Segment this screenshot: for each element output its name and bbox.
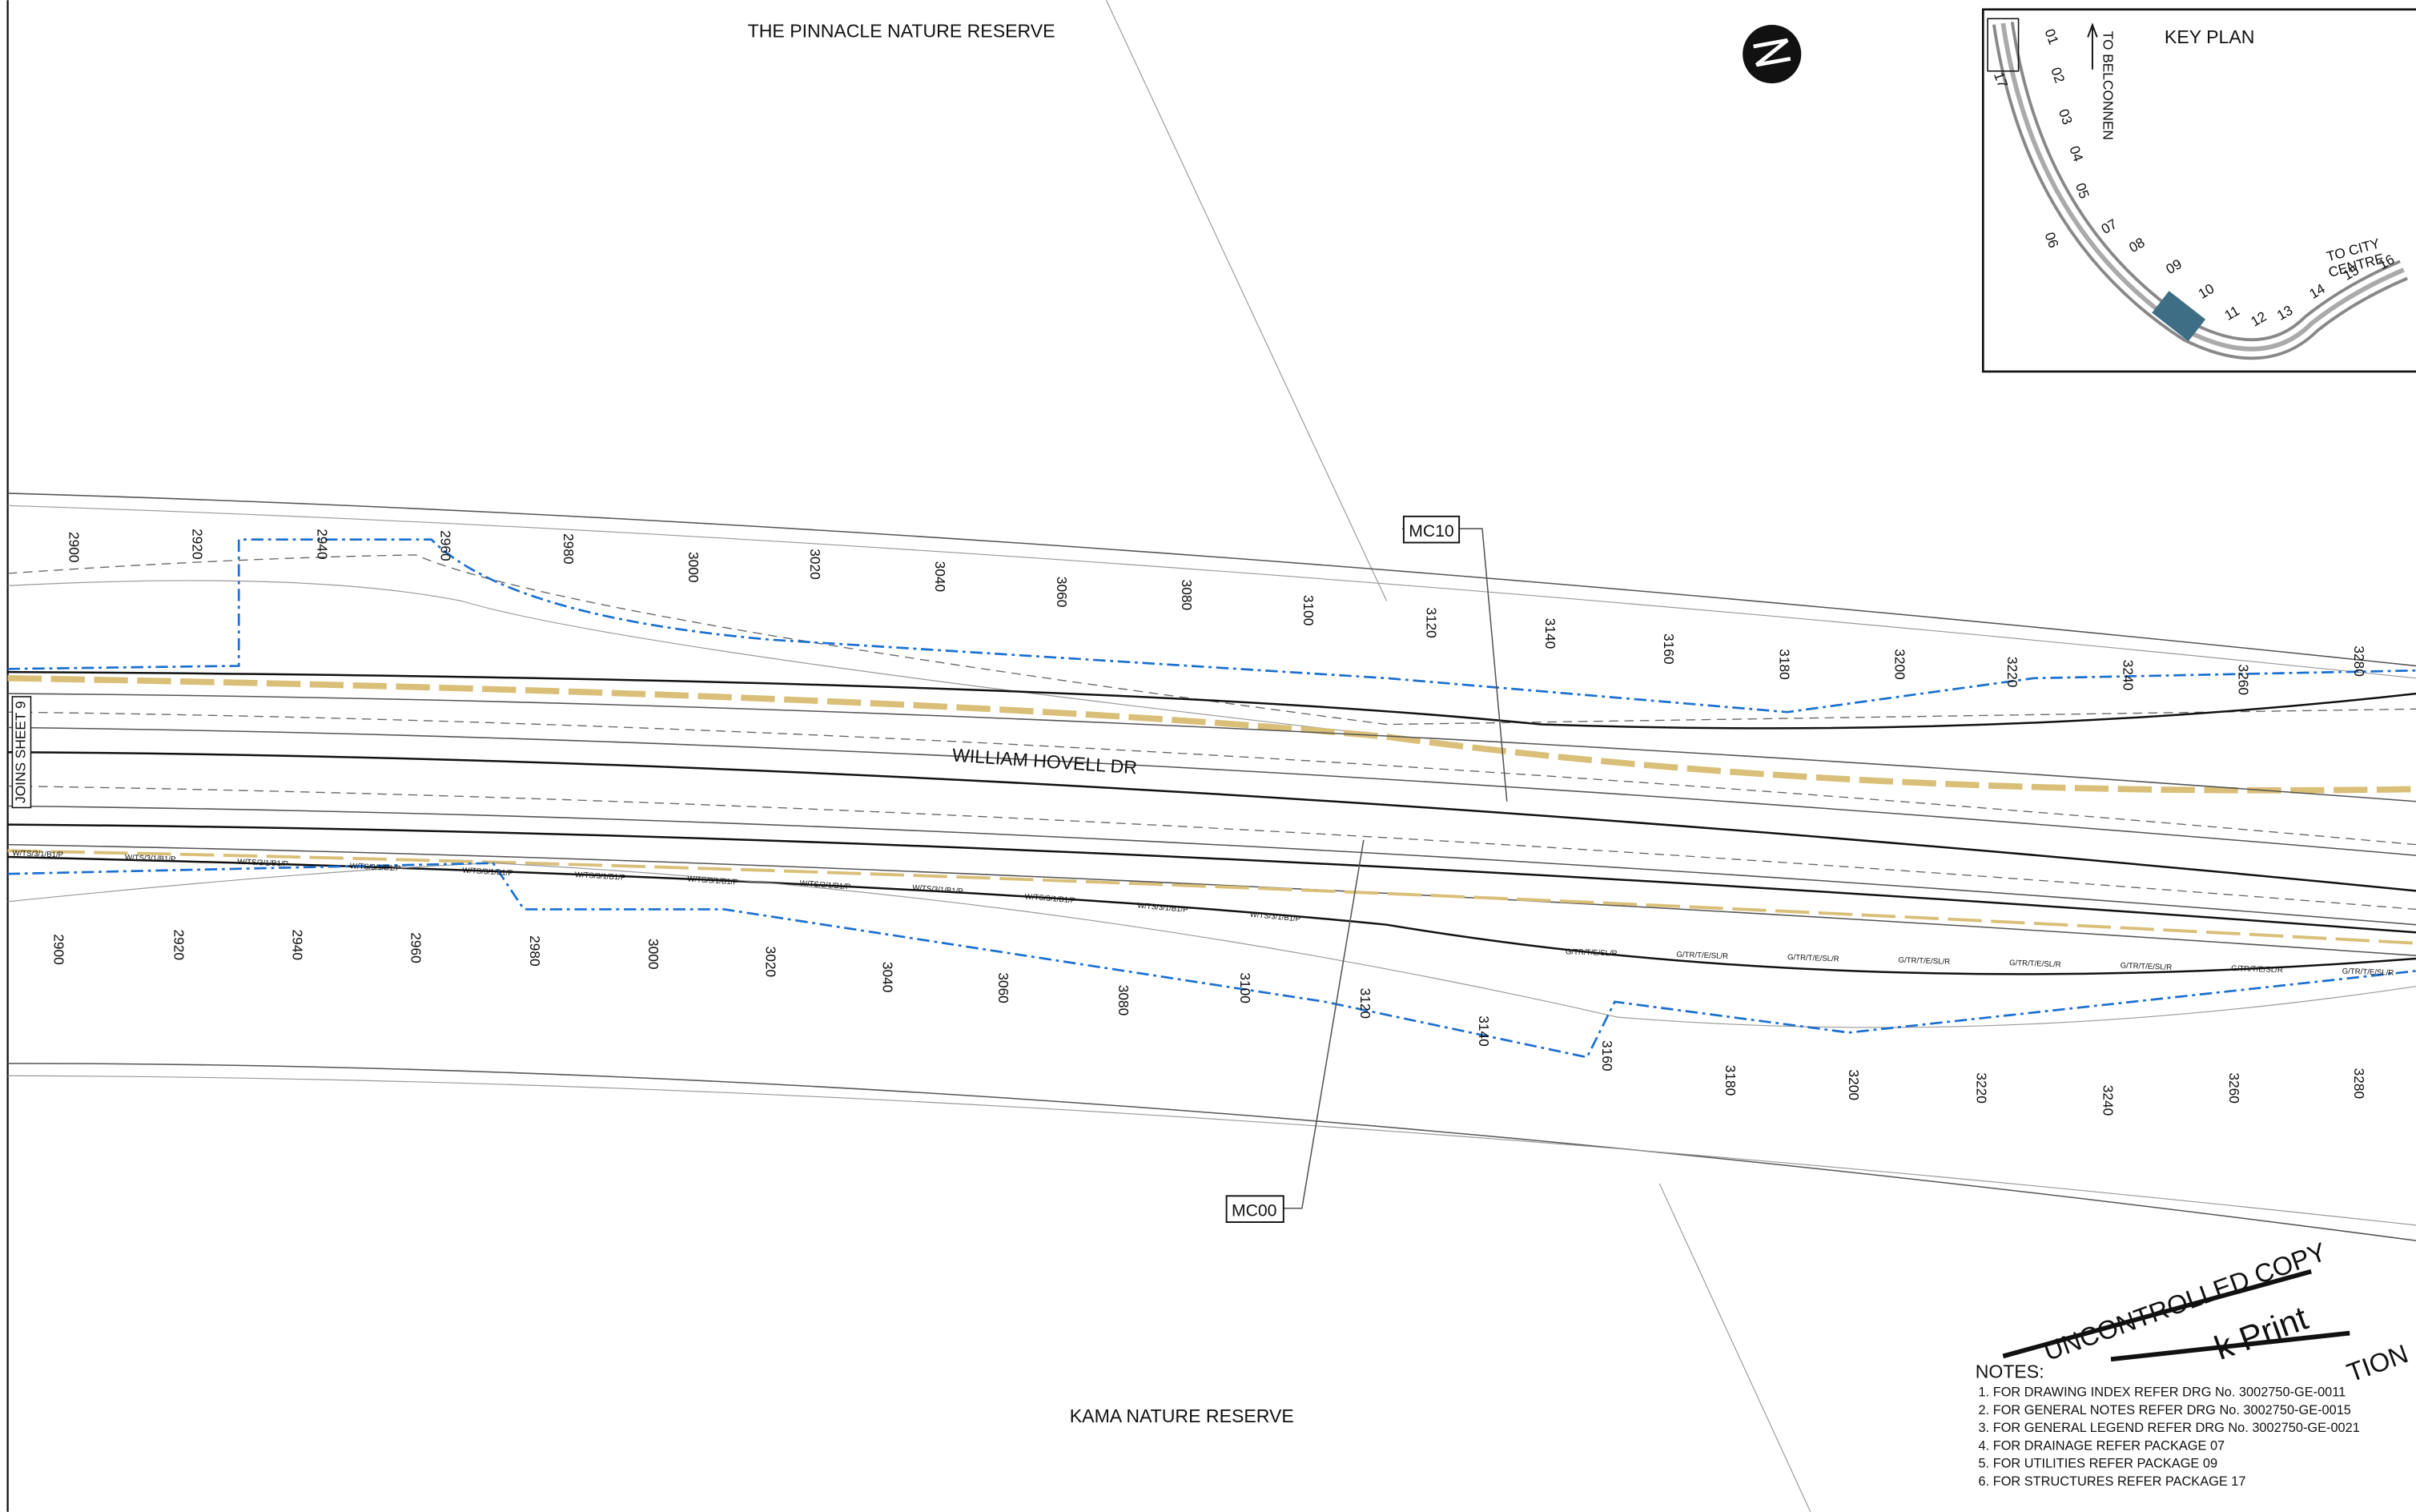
stamp-text: TION <box>2343 1338 2412 1387</box>
chainage-label: 3260 <box>2226 1072 2242 1103</box>
chainage-label: 3280 <box>2351 645 2367 676</box>
chainage-label: 2940 <box>290 929 306 959</box>
chainage-label: 2960 <box>437 530 453 561</box>
chainage-label: 3120 <box>1424 607 1440 637</box>
chainage-label: 3140 <box>1542 618 1558 649</box>
cable-label: G/TR/T/E/SL/R <box>2120 962 2172 972</box>
chainage-label: 2960 <box>408 932 424 963</box>
note-item: 6. FOR STRUCTURES REFER PACKAGE 17 <box>1979 1474 2246 1489</box>
reserve-label: KAMA NATURE RESERVE <box>1070 1405 1294 1426</box>
sheet-number: 12 <box>2248 308 2269 330</box>
cable-label: W/TS/3/1/B1/P <box>1249 911 1300 924</box>
note-item: 2. FOR GENERAL NOTES REFER DRG No. 30027… <box>1979 1403 2351 1418</box>
cable-label: W/TS/3/1/B1/P <box>1024 892 1075 905</box>
cable-label: G/TR/T/E/SL/R <box>2009 959 2061 969</box>
chainage-label: 3120 <box>1357 988 1373 1019</box>
cable-label: W/TS/3/1/B1/P <box>350 862 401 873</box>
sheet-number: 13 <box>2274 302 2296 324</box>
chainage-control: MC00 <box>1232 1201 1276 1220</box>
cable-label: W/TS/3/1/B1/P <box>575 871 626 883</box>
chainage-label: 2980 <box>561 533 577 564</box>
chainage-control: MC10 <box>1409 522 1453 541</box>
cable-label: W/TS/3/1/B1/P <box>687 875 738 887</box>
notes-title: NOTES: <box>1976 1361 2044 1381</box>
chainage-label: 3000 <box>685 552 701 582</box>
cable-label: W/TS/3/1/B1/P <box>912 883 963 896</box>
cable-label: W/TS/3/1/B1/P <box>125 853 176 864</box>
chainage-label: 2980 <box>527 935 543 966</box>
sheet-number: 01 <box>2042 26 2062 46</box>
chainage-label: 2920 <box>190 529 206 559</box>
cable-label: G/TR/T/E/SL/R <box>1676 951 1728 961</box>
cable-label: G/TR/T/E/SL/R <box>2342 967 2394 977</box>
sheet-number: 10 <box>2196 280 2217 302</box>
sheet-number: 09 <box>2163 255 2185 277</box>
chainage-label: 3180 <box>1776 649 1792 679</box>
chainage-label: 3200 <box>1892 649 1908 679</box>
sheet-number: 11 <box>2221 303 2242 324</box>
key-plan-direction: TO BELCONNEN <box>2100 31 2116 140</box>
chainage-label: 3200 <box>1846 1070 1862 1100</box>
chainage-label: 3280 <box>2351 1068 2367 1099</box>
chainage-label: 3160 <box>1661 633 1677 664</box>
chainage-label: 3260 <box>2236 665 2252 695</box>
chainage-label: 3240 <box>2120 660 2136 690</box>
chainage-label: 2900 <box>50 934 66 964</box>
cable-label: W/TS/3/1/B1/P <box>237 858 288 869</box>
chainage-label: 3080 <box>1179 580 1195 610</box>
sheet-number: 08 <box>2126 234 2148 255</box>
cable-label: W/TS/3/1/B1/P <box>12 849 63 859</box>
note-item: 1. FOR DRAWING INDEX REFER DRG No. 30027… <box>1979 1385 2346 1399</box>
note-item: 4. FOR DRAINAGE REFER PACKAGE 07 <box>1979 1438 2225 1453</box>
chainage-label: 3000 <box>645 939 661 969</box>
stamp-text: k Print <box>2209 1299 2313 1367</box>
chainage-label: 3040 <box>880 962 896 992</box>
sheet-number: 05 <box>2072 181 2092 201</box>
chainage-label: 3220 <box>2004 657 2020 687</box>
chainage-label: 3060 <box>1054 577 1070 607</box>
linework <box>6 0 2416 1512</box>
sheet-number: 07 <box>2098 215 2120 237</box>
chainage-label: 3060 <box>995 972 1011 1003</box>
cable-label: G/TR/T/E/SL/R <box>1787 953 1839 963</box>
sheet-number: 02 <box>2048 65 2068 85</box>
chainage-label: 2920 <box>171 929 187 959</box>
cable-label: G/TR/T/E/SL/R <box>1566 947 1618 958</box>
key-plan-title: KEY PLAN <box>2165 26 2254 47</box>
chainage-label: 3040 <box>932 561 948 592</box>
cable-label: W/TS/3/1/B1/P <box>462 867 513 879</box>
stamp-text: UNCONTROLLED COPY <box>2040 1237 2330 1366</box>
chainage-label: 2900 <box>66 532 82 562</box>
match-line: JOINS SHEET 9 <box>13 701 29 803</box>
cable-label: W/TS/3/1/B1/P <box>799 879 850 892</box>
chainage-label: 3020 <box>807 549 823 579</box>
chainage-label: 3160 <box>1599 1040 1615 1071</box>
chainage-label: 2940 <box>314 529 330 559</box>
note-item: 5. FOR UTILITIES REFER PACKAGE 09 <box>1979 1457 2218 1471</box>
sheet-number: 03 <box>2056 107 2076 127</box>
chainage-label: 3140 <box>1476 1015 1492 1046</box>
cable-label: G/TR/T/E/SL/R <box>1898 956 1950 967</box>
chainage-label: 3080 <box>1116 985 1132 1015</box>
chainage-label: 3100 <box>1300 595 1317 625</box>
note-item: 3. FOR GENERAL LEGEND REFER DRG No. 3002… <box>1979 1421 2360 1435</box>
chainage-label: 3220 <box>1974 1072 1990 1103</box>
sheet-number: 04 <box>2066 143 2087 163</box>
chainage-label: 3240 <box>2100 1085 2116 1116</box>
sheet-number: 14 <box>2306 280 2328 302</box>
reserve-label: THE PINNACLE NATURE RESERVE <box>748 20 1055 41</box>
cable-label: G/TR/T/E/SL/R <box>2231 964 2283 975</box>
chainage-label: 3180 <box>1723 1065 1739 1096</box>
chainage-label: 3100 <box>1237 972 1253 1003</box>
chainage-label: 3020 <box>762 947 778 977</box>
cable-label: W/TS/3/1/B1/P <box>1137 902 1188 915</box>
sheet-number: 06 <box>2042 230 2062 250</box>
